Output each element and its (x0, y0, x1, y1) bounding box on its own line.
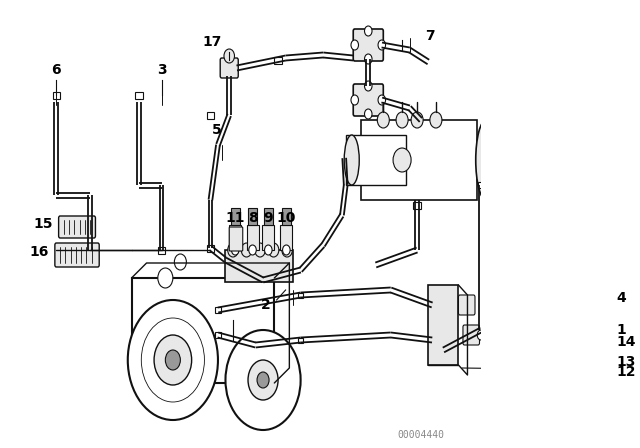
Bar (225, 250, 293, 282)
Bar (229, 225, 241, 250)
Text: 1: 1 (616, 323, 626, 337)
Bar (298, 337, 303, 343)
Circle shape (174, 254, 186, 270)
Text: 8: 8 (248, 211, 257, 225)
Text: 2: 2 (261, 298, 271, 312)
Circle shape (224, 49, 234, 63)
Circle shape (396, 112, 408, 128)
Bar (158, 246, 165, 254)
Circle shape (283, 245, 290, 255)
Bar (275, 56, 282, 64)
Text: 5: 5 (212, 123, 221, 137)
Circle shape (257, 372, 269, 388)
Circle shape (248, 360, 278, 400)
FancyBboxPatch shape (220, 58, 238, 78)
FancyBboxPatch shape (353, 84, 383, 116)
Bar (346, 135, 406, 185)
Bar (215, 332, 221, 338)
FancyBboxPatch shape (463, 325, 479, 345)
Text: 10: 10 (276, 211, 296, 225)
Circle shape (351, 95, 358, 105)
FancyBboxPatch shape (353, 29, 383, 61)
Bar (52, 91, 60, 99)
Ellipse shape (476, 120, 497, 200)
Circle shape (365, 109, 372, 119)
Text: 17: 17 (202, 35, 221, 49)
Text: 4: 4 (616, 291, 626, 305)
FancyBboxPatch shape (59, 216, 95, 238)
Bar (361, 120, 477, 200)
Circle shape (154, 335, 191, 385)
Circle shape (128, 300, 218, 420)
Bar (207, 112, 214, 119)
Bar (413, 202, 421, 208)
Circle shape (282, 243, 292, 257)
Bar (231, 208, 240, 225)
Circle shape (477, 330, 484, 340)
Circle shape (255, 243, 266, 257)
Circle shape (225, 330, 301, 430)
Circle shape (378, 112, 389, 128)
Text: 3: 3 (157, 63, 166, 77)
FancyBboxPatch shape (458, 295, 475, 315)
Bar (262, 225, 275, 250)
Bar (207, 245, 214, 251)
Bar (86, 246, 94, 254)
Text: 16: 16 (29, 245, 49, 259)
Circle shape (365, 26, 372, 36)
Text: 14: 14 (616, 335, 636, 349)
Bar (282, 208, 291, 225)
Circle shape (378, 95, 385, 105)
Ellipse shape (344, 135, 359, 185)
Text: 12: 12 (616, 365, 636, 379)
Bar (248, 208, 257, 225)
Text: 11: 11 (225, 211, 245, 225)
Circle shape (430, 112, 442, 128)
Text: 7: 7 (424, 29, 435, 43)
Circle shape (268, 243, 279, 257)
Circle shape (232, 245, 239, 255)
Text: 6: 6 (52, 63, 61, 77)
Circle shape (165, 350, 180, 370)
Circle shape (393, 148, 411, 172)
Circle shape (411, 112, 423, 128)
Circle shape (365, 81, 372, 91)
Circle shape (378, 40, 385, 50)
Circle shape (264, 245, 272, 255)
Bar (264, 208, 273, 225)
Text: 00004440: 00004440 (397, 430, 444, 440)
FancyBboxPatch shape (55, 243, 99, 267)
Bar (246, 225, 259, 250)
Bar (215, 307, 221, 313)
Circle shape (228, 243, 238, 257)
Circle shape (365, 54, 372, 64)
Circle shape (351, 40, 358, 50)
Text: 13: 13 (616, 355, 636, 369)
Bar (280, 225, 292, 250)
FancyBboxPatch shape (229, 227, 243, 251)
Bar (298, 293, 303, 297)
Bar (428, 285, 458, 365)
Bar (132, 278, 275, 383)
Bar (478, 182, 484, 188)
Bar (135, 91, 143, 99)
Circle shape (249, 245, 256, 255)
Text: 15: 15 (33, 217, 52, 231)
Text: 9: 9 (264, 211, 273, 225)
Circle shape (241, 243, 252, 257)
Circle shape (158, 268, 173, 288)
